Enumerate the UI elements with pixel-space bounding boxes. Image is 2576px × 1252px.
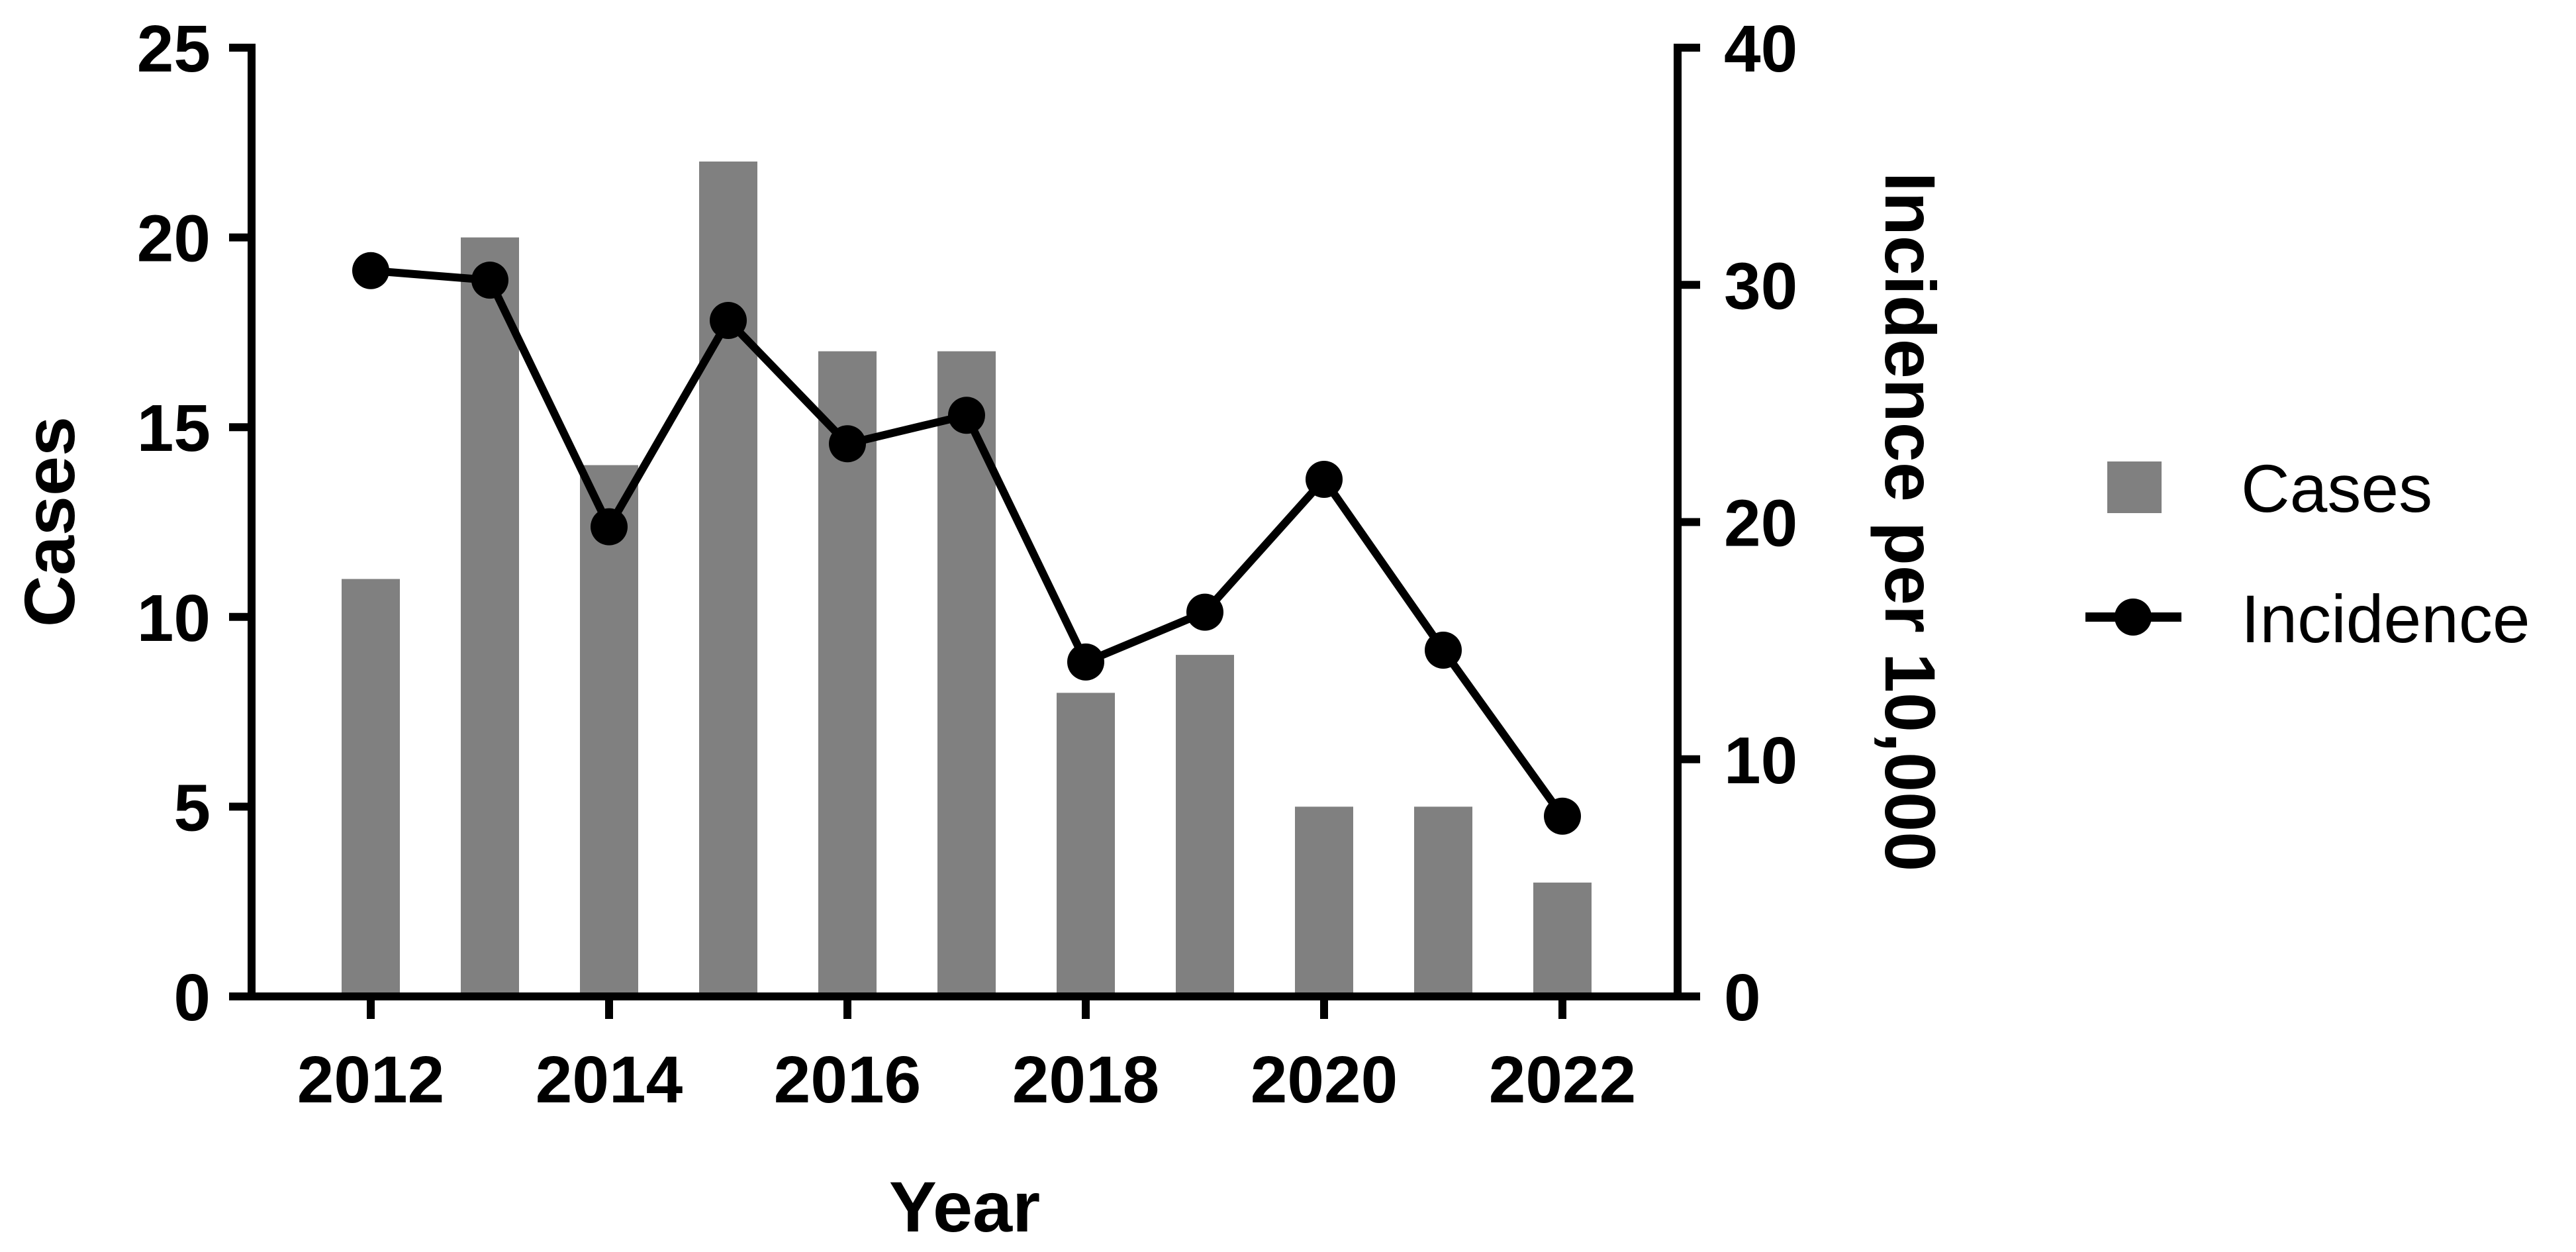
x-tick-label-2016: 2016: [774, 1043, 921, 1117]
bar-cases-2019: [1176, 655, 1234, 996]
bar-cases-2021: [1414, 806, 1472, 996]
x-tick-label-2018: 2018: [1012, 1043, 1159, 1117]
legend-swatch-incidence-marker: [2115, 599, 2152, 636]
bar-cases-2017: [937, 351, 996, 996]
y-tick-label-20: 20: [137, 202, 211, 276]
bar-cases-2022: [1533, 883, 1592, 996]
bar-cases-2018: [1057, 693, 1115, 996]
x-ticks: 2012 2014 2016 2018 2020 2022: [297, 996, 1636, 1117]
x-tick-label-2020: 2020: [1251, 1043, 1398, 1117]
legend-swatch-cases: [2107, 461, 2162, 513]
y-axis-title: Cases: [9, 416, 89, 627]
incidence-point-2018: [1067, 643, 1104, 681]
bar-cases-2013: [461, 237, 519, 997]
bar-cases-2014: [580, 465, 638, 996]
y2-tick-label-10: 10: [1724, 724, 1797, 798]
y-ticks-right: 0 10 20 30 40: [1678, 12, 1797, 1035]
x-axis-title: Year: [889, 1167, 1040, 1247]
bar-cases-2015: [699, 161, 757, 997]
y-tick-label-15: 15: [137, 391, 211, 465]
legend-label-cases: Cases: [2241, 451, 2432, 526]
x-tick-label-2022: 2022: [1489, 1043, 1636, 1117]
incidence-point-2016: [829, 425, 866, 463]
y-tick-label-5: 5: [173, 771, 211, 845]
incidence-point-2015: [710, 301, 747, 339]
line-incidence: [352, 252, 1581, 835]
y2-tick-label-0: 0: [1724, 961, 1761, 1035]
y2-axis-title: Incidence per 10,000: [1870, 172, 1950, 872]
legend-label-incidence: Incidence: [2241, 581, 2530, 657]
x-tick-label-2012: 2012: [297, 1043, 444, 1117]
y-tick-label-0: 0: [173, 961, 211, 1035]
y-tick-label-25: 25: [137, 12, 211, 86]
bars-cases: [342, 161, 1592, 997]
y2-tick-label-30: 30: [1724, 249, 1797, 323]
incidence-point-2017: [948, 397, 985, 434]
incidence-point-2019: [1186, 593, 1223, 631]
y-tick-label-10: 10: [137, 581, 211, 655]
y2-tick-label-40: 40: [1724, 12, 1797, 86]
incidence-point-2014: [591, 508, 628, 546]
x-tick-label-2014: 2014: [536, 1043, 683, 1117]
incidence-point-2020: [1306, 461, 1343, 499]
y-ticks-left: 0 5 10 15 20 25: [137, 12, 252, 1035]
bar-cases-2012: [342, 579, 400, 996]
bar-cases-2020: [1295, 806, 1353, 996]
incidence-point-2012: [352, 252, 389, 289]
incidence-point-2013: [471, 262, 508, 299]
legend: Cases Incidence: [2085, 451, 2530, 657]
y2-tick-label-20: 20: [1724, 487, 1797, 561]
incidence-point-2022: [1544, 797, 1581, 835]
incidence-point-2021: [1425, 631, 1462, 669]
